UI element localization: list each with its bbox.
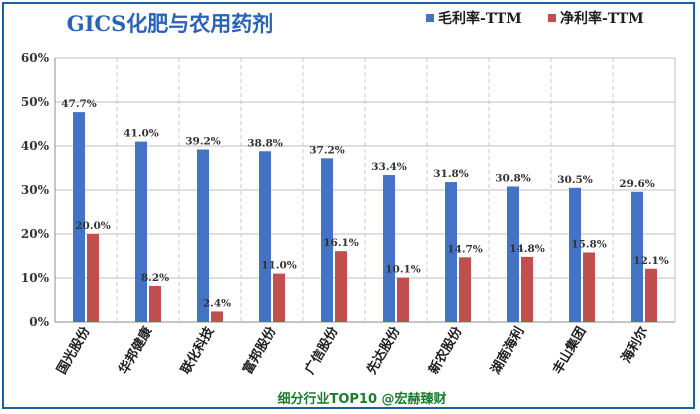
data-label-net-margin: 12.1% xyxy=(633,255,669,267)
bar-gross-margin xyxy=(321,158,333,322)
legend-swatch-net-margin xyxy=(548,14,556,22)
category-label: 湖南海利 xyxy=(488,324,528,377)
bar-gross-margin xyxy=(73,112,85,323)
data-label-net-margin: 16.1% xyxy=(323,237,359,249)
category-label: 国光股份 xyxy=(54,323,94,377)
bar-net-margin xyxy=(211,311,223,322)
data-label-gross-margin: 37.2% xyxy=(309,144,345,156)
y-tick-label: 30% xyxy=(21,183,50,197)
y-tick-label: 50% xyxy=(21,95,50,109)
data-label-gross-margin: 29.6% xyxy=(619,178,655,190)
bar-net-margin xyxy=(397,277,409,322)
category-label: 先达股份 xyxy=(364,323,404,377)
data-label-net-margin: 2.4% xyxy=(203,297,231,309)
y-tick-label: 40% xyxy=(21,139,50,153)
category-label: 海利尔 xyxy=(618,324,651,366)
data-label-gross-margin: 39.2% xyxy=(185,136,221,148)
bar-gross-margin xyxy=(259,151,271,322)
bar-net-margin xyxy=(521,256,533,322)
bar-net-margin xyxy=(87,234,99,322)
bar-gross-margin xyxy=(197,149,209,322)
category-label: 华邦健康 xyxy=(116,323,156,377)
data-label-gross-margin: 41.0% xyxy=(123,128,159,140)
y-tick-label: 20% xyxy=(21,227,50,241)
bar-net-margin xyxy=(583,252,595,322)
bar-gross-margin xyxy=(569,187,581,322)
data-label-net-margin: 11.0% xyxy=(261,260,297,272)
legend-label-net-margin: 净利率-TTM xyxy=(560,10,644,27)
category-label: 富邦股份 xyxy=(240,323,280,377)
category-label: 联化科技 xyxy=(178,323,218,377)
bar-net-margin xyxy=(273,273,285,322)
data-label-net-margin: 20.0% xyxy=(75,220,111,232)
data-label-gross-margin: 33.4% xyxy=(371,161,407,173)
bar-gross-margin xyxy=(445,182,457,322)
bar-gross-margin xyxy=(631,191,643,322)
data-label-net-margin: 10.1% xyxy=(385,264,421,276)
category-label: 丰山集团 xyxy=(550,324,590,377)
legend-swatch-gross-margin xyxy=(426,14,434,22)
data-label-net-margin: 8.2% xyxy=(141,272,169,284)
legend-label-gross-margin: 毛利率-TTM xyxy=(438,10,522,27)
bar-gross-margin xyxy=(135,141,147,322)
data-label-gross-margin: 38.8% xyxy=(247,137,283,149)
y-tick-label: 60% xyxy=(21,51,50,65)
plot-area: 0% 10% 20% 30% 40% 50% 60% 47.7% 41.0% 39.2% 38.8%… xyxy=(21,51,676,377)
data-label-net-margin: 15.8% xyxy=(571,238,607,250)
chart-title: GICS化肥与农用药剂 xyxy=(67,11,274,36)
data-label-net-margin: 14.8% xyxy=(509,243,545,255)
data-label-gross-margin: 30.8% xyxy=(495,172,531,184)
bar-gross-margin xyxy=(507,186,519,322)
bar-gross-margin xyxy=(383,175,395,322)
footer-caption: 细分行业TOP10 @宏赫臻财 xyxy=(277,391,446,407)
bar-net-margin xyxy=(645,268,657,322)
data-label-net-margin: 14.7% xyxy=(447,243,483,255)
data-label-gross-margin: 47.7% xyxy=(61,98,97,110)
bar-net-margin xyxy=(335,251,347,322)
y-tick-label: 0% xyxy=(29,315,49,329)
legend: 毛利率-TTM 净利率-TTM xyxy=(426,10,644,27)
category-label: 广信股份 xyxy=(302,323,342,377)
y-tick-label: 10% xyxy=(21,271,50,285)
data-label-gross-margin: 30.5% xyxy=(557,174,593,186)
category-label: 新农股份 xyxy=(426,323,466,377)
bar-net-margin xyxy=(149,285,161,322)
data-label-gross-margin: 31.8% xyxy=(433,168,469,180)
bar-net-margin xyxy=(459,257,471,322)
